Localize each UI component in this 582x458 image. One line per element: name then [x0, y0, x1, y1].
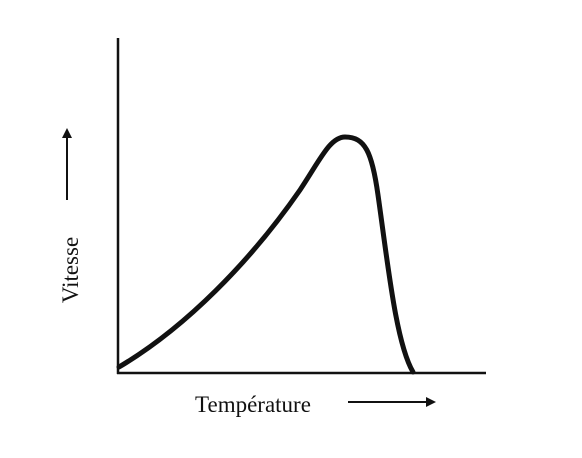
x-axis-label: Température	[195, 392, 311, 417]
curve	[116, 134, 416, 375]
y-axis-label: Vitesse	[58, 237, 83, 303]
